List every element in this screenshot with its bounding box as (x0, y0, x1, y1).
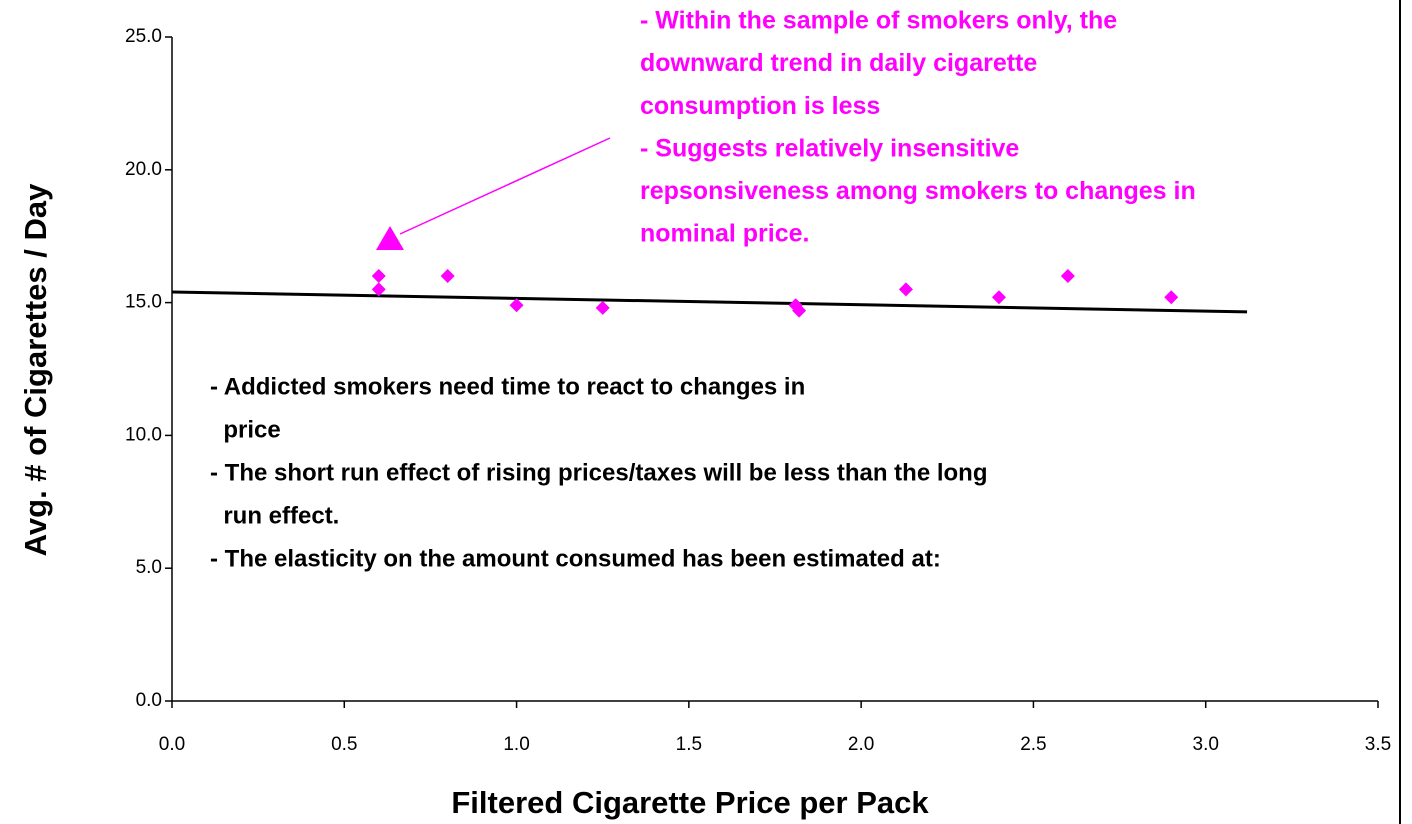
point (898, 282, 913, 297)
point (595, 300, 610, 315)
annotation-line: - The elasticity on the amount consumed … (210, 545, 941, 572)
point (792, 303, 807, 318)
x-tick-label: 1.5 (676, 734, 702, 755)
y-tick-label: 0.0 (136, 690, 162, 711)
point (440, 269, 455, 284)
annotation-arrow (399, 137, 611, 235)
y-tick-label: 10.0 (125, 424, 162, 445)
annotation-line: - The short run effect of rising prices/… (210, 459, 987, 486)
x-axis-title: Filtered Cigarette Price per Pack (451, 785, 929, 820)
x-tick-label: 2.5 (1020, 734, 1046, 755)
annotation-line: nominal price. (640, 220, 809, 248)
x-tick-label: 1.0 (503, 734, 529, 755)
annotation-line: - Addicted smokers need time to react to… (210, 373, 805, 400)
y-tick-label: 15.0 (125, 292, 162, 313)
annotation-line: price (210, 416, 281, 443)
point (991, 290, 1006, 305)
x-tick-label: 0.5 (331, 734, 357, 755)
y-axis-title: Avg. # of Cigarettes / Day (18, 183, 53, 556)
point (371, 269, 386, 284)
trendline (171, 290, 1248, 314)
x-tick-label: 3.0 (1193, 734, 1219, 755)
y-tick-label: 5.0 (136, 557, 162, 578)
annotation-line: consumption is less (640, 92, 880, 120)
y-tick-label: 25.0 (125, 26, 162, 47)
annotation-arrowhead (376, 226, 404, 250)
annotation-line: downward trend in daily cigarette (640, 49, 1037, 77)
x-tick-label: 3.5 (1365, 734, 1391, 755)
point (1060, 269, 1075, 284)
annotation-line: repsonsiveness among smokers to changes … (640, 177, 1196, 205)
annotation-line: - Suggests relatively insensitive (640, 134, 1019, 162)
x-tick-label: 2.0 (848, 734, 874, 755)
point (509, 298, 524, 313)
point (371, 282, 386, 297)
annotation-line: - Within the sample of smokers only, the (640, 7, 1117, 35)
annotation-line: run effect. (210, 502, 339, 529)
x-tick-label: 0.0 (159, 734, 185, 755)
y-tick-label: 20.0 (125, 159, 162, 180)
point (1164, 290, 1179, 305)
